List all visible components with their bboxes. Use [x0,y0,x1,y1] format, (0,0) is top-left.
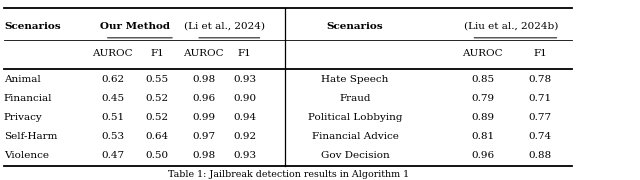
Text: F1: F1 [238,49,252,58]
Text: Self-Harm: Self-Harm [4,132,57,141]
Text: 0.93: 0.93 [233,151,256,160]
Text: Table 1: Jailbreak detection results in Algorithm 1: Table 1: Jailbreak detection results in … [168,170,408,179]
Text: 0.97: 0.97 [192,132,215,141]
Text: 0.98: 0.98 [192,151,215,160]
Text: (Liu et al., 2024b): (Liu et al., 2024b) [465,22,559,31]
Text: 0.92: 0.92 [233,132,256,141]
Text: F1: F1 [150,49,164,58]
Text: Scenarios: Scenarios [4,22,61,31]
Text: 0.55: 0.55 [145,75,169,84]
Text: 0.50: 0.50 [145,151,169,160]
Text: 0.47: 0.47 [101,151,124,160]
Text: 0.98: 0.98 [192,75,215,84]
Text: Fraud: Fraud [339,94,371,103]
Text: (Li et al., 2024): (Li et al., 2024) [184,22,265,31]
Text: 0.90: 0.90 [233,94,256,103]
Text: Financial Advice: Financial Advice [312,132,399,141]
Text: 0.93: 0.93 [233,75,256,84]
Text: 0.99: 0.99 [192,113,215,122]
Text: AUROC: AUROC [92,49,132,58]
Text: 0.96: 0.96 [471,151,495,160]
Text: Animal: Animal [4,75,40,84]
Text: 0.94: 0.94 [233,113,256,122]
Text: 0.85: 0.85 [471,75,495,84]
Text: Our Method: Our Method [100,22,170,31]
Text: F1: F1 [534,49,547,58]
Text: Violence: Violence [4,151,49,160]
Text: 0.45: 0.45 [101,94,124,103]
Text: 0.77: 0.77 [529,113,552,122]
Text: 0.89: 0.89 [471,113,495,122]
Text: Hate Speech: Hate Speech [321,75,389,84]
Text: 0.79: 0.79 [471,94,495,103]
Text: 0.88: 0.88 [529,151,552,160]
Text: 0.96: 0.96 [192,94,215,103]
Text: 0.53: 0.53 [101,132,124,141]
Text: 0.51: 0.51 [101,113,124,122]
Text: Financial: Financial [4,94,52,103]
Text: 0.52: 0.52 [145,113,169,122]
Text: 0.81: 0.81 [471,132,495,141]
Text: 0.74: 0.74 [529,132,552,141]
Text: 0.64: 0.64 [145,132,169,141]
Text: 0.71: 0.71 [529,94,552,103]
Text: 0.78: 0.78 [529,75,552,84]
Text: 0.52: 0.52 [145,94,169,103]
Text: Gov Decision: Gov Decision [321,151,390,160]
Text: Political Lobbying: Political Lobbying [308,113,403,122]
Text: AUROC: AUROC [184,49,224,58]
Text: Privacy: Privacy [4,113,43,122]
Text: AUROC: AUROC [463,49,503,58]
Text: 0.62: 0.62 [101,75,124,84]
Text: Scenarios: Scenarios [327,22,383,31]
